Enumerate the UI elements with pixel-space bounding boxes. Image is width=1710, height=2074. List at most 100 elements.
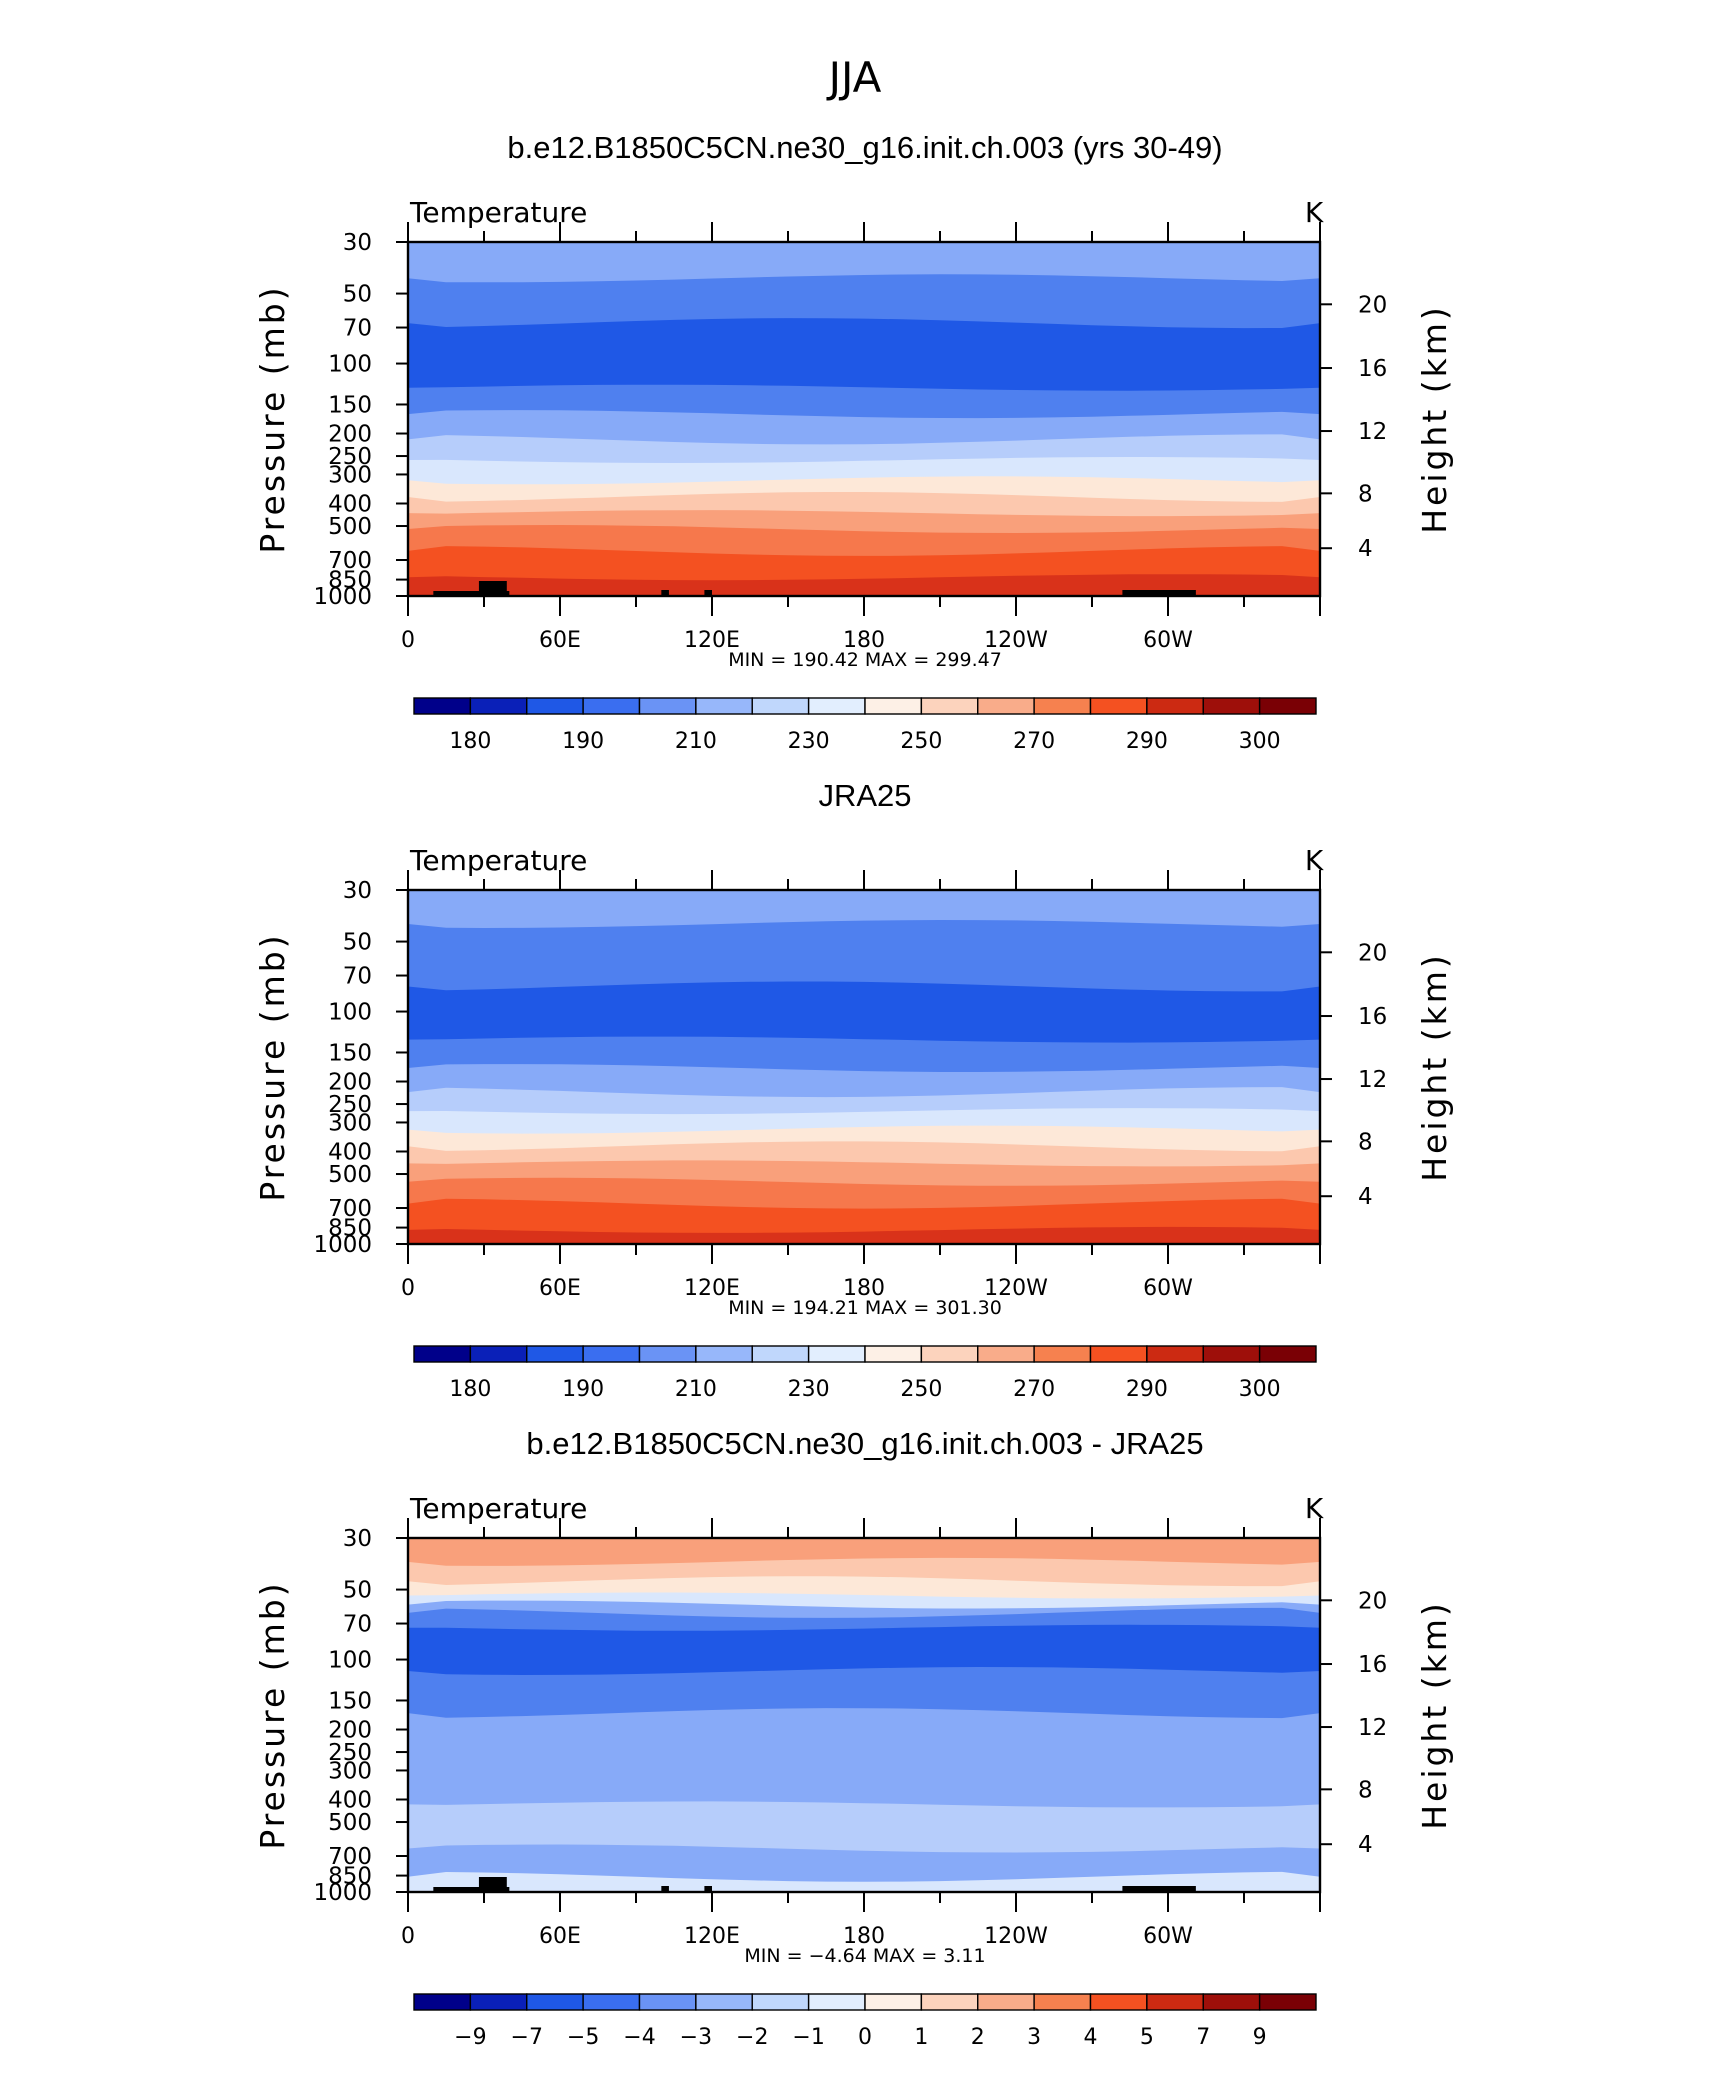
- colorbar-swatch: [864, 1345, 923, 1363]
- x-tick-label: 180: [843, 628, 885, 653]
- land-mask-4: [704, 1886, 712, 1892]
- colorbar-label: −2: [736, 2025, 768, 2050]
- height-tick-label: 20: [1358, 1588, 1387, 1614]
- variable-label: Temperature: [409, 1492, 587, 1525]
- x-tick-label: 0: [401, 1276, 415, 1301]
- height-tick-label: 8: [1358, 1129, 1373, 1155]
- plot-area: [408, 890, 1320, 1244]
- y-axis-title-right: Height (km): [1415, 952, 1454, 1182]
- height-tick-label: 8: [1358, 481, 1373, 507]
- land-mask-1: [433, 591, 510, 596]
- colorbar-label: 7: [1196, 2025, 1210, 2050]
- colorbar-swatch: [864, 697, 923, 715]
- height-tick-label: 12: [1358, 1715, 1387, 1741]
- variable-label: Temperature: [409, 196, 587, 229]
- colorbar-swatch: [469, 1993, 528, 2011]
- colorbar-label: 270: [1013, 729, 1055, 754]
- colorbar-swatch: [526, 1345, 584, 1363]
- colorbar: −9 −7 −5 −4 −3 −2 −1 0 1 2 3 4 5 7 9: [413, 1993, 1317, 2050]
- figure-title: JJA: [826, 53, 882, 102]
- x-tick-label: 60W: [1143, 1924, 1193, 1949]
- variable-label: Temperature: [409, 844, 587, 877]
- colorbar-swatch: [864, 1993, 923, 2011]
- panels: b.e12.B1850C5CN.ne30_g16.init.ch.003 (yr…: [253, 130, 1454, 2050]
- colorbar-swatch: [413, 1993, 472, 2011]
- colorbar-label: 230: [788, 729, 830, 754]
- colorbar-label: 190: [562, 729, 604, 754]
- land-mask-4: [704, 590, 712, 596]
- y-tick-label: 70: [343, 964, 372, 990]
- y-axis-title-right: Height (km): [1415, 1600, 1454, 1830]
- x-tick-label: 120E: [684, 1924, 740, 1949]
- colorbar-label: 290: [1126, 1377, 1168, 1402]
- colorbar-swatch: [807, 697, 866, 715]
- y-tick-label: 50: [343, 282, 372, 308]
- y-tick-label: 50: [343, 1578, 372, 1604]
- colorbar-label: 5: [1140, 2025, 1154, 2050]
- height-tick-label: 20: [1358, 940, 1387, 966]
- colorbar-label: 210: [675, 729, 717, 754]
- colorbar-swatch: [1033, 1345, 1092, 1363]
- colorbar-swatch: [638, 1993, 697, 2011]
- min-max-stats: MIN = −4.64 MAX = 3.11: [744, 1945, 985, 1967]
- colorbar-label: −1: [792, 2025, 824, 2050]
- colorbar-swatch: [638, 697, 697, 715]
- y-tick-label: 30: [343, 230, 372, 256]
- colorbar-label: 300: [1239, 1377, 1281, 1402]
- contour-band-13: [408, 574, 1320, 596]
- y-tick-label: 850: [328, 1864, 372, 1890]
- y-tick-label: 100: [328, 352, 372, 378]
- colorbar-label: −4: [623, 2025, 655, 2050]
- y-tick-label: 100: [328, 1648, 372, 1674]
- x-tick-label: 180: [843, 1924, 885, 1949]
- y-tick-label: 200: [328, 1718, 372, 1744]
- colorbar-swatch: [1202, 1345, 1261, 1363]
- min-max-stats: MIN = 190.42 MAX = 299.47: [728, 649, 1002, 671]
- y-tick-label: 150: [328, 1040, 372, 1066]
- panel-title: b.e12.B1850C5CN.ne30_g16.init.ch.003 - J…: [526, 1426, 1203, 1461]
- y-tick-label: 700: [328, 1196, 372, 1222]
- plot-area: [408, 1538, 1320, 1892]
- y-axis-title-right: Height (km): [1415, 304, 1454, 534]
- colorbar-label: 250: [900, 1377, 942, 1402]
- colorbar-label: −3: [680, 2025, 712, 2050]
- colorbar-label: 0: [858, 2025, 872, 2050]
- colorbar-swatch: [920, 1993, 979, 2011]
- colorbar-swatch: [1146, 1345, 1204, 1363]
- x-tick-label: 120E: [684, 628, 740, 653]
- y-tick-label: 250: [328, 444, 372, 470]
- colorbar-label: −9: [454, 2025, 486, 2050]
- colorbar-label: 2: [971, 2025, 985, 2050]
- y-tick-label: 500: [328, 1810, 372, 1836]
- colorbar-swatch: [977, 697, 1035, 715]
- colorbar-label: 290: [1126, 729, 1168, 754]
- x-tick-label: 180: [843, 1276, 885, 1301]
- colorbar-swatch: [1258, 697, 1317, 715]
- y-tick-label: 200: [328, 1070, 372, 1096]
- colorbar-swatch: [582, 1345, 641, 1363]
- land-mask-1: [433, 1887, 510, 1892]
- x-tick-label: 120W: [984, 628, 1048, 653]
- x-tick-label: 0: [401, 1924, 415, 1949]
- colorbar-swatch: [469, 697, 528, 715]
- x-tick-label: 120E: [684, 1276, 740, 1301]
- y-tick-label: 500: [328, 514, 372, 540]
- colorbar-swatch: [638, 1345, 697, 1363]
- y-tick-label: 250: [328, 1092, 372, 1118]
- y-tick-label: 400: [328, 491, 372, 517]
- y-tick-label: 500: [328, 1162, 372, 1188]
- colorbar-swatch: [977, 1345, 1035, 1363]
- contour-band-12: [408, 1871, 1320, 1892]
- height-tick-label: 8: [1358, 1777, 1373, 1803]
- y-tick-label: 150: [328, 392, 372, 418]
- colorbar-swatch: [751, 697, 810, 715]
- colorbar-swatch: [582, 1993, 641, 2011]
- y-tick-label: 70: [343, 1612, 372, 1638]
- colorbar-label: 230: [788, 1377, 830, 1402]
- colorbar-label: 1: [914, 2025, 928, 2050]
- y-tick-label: 300: [328, 462, 372, 488]
- height-tick-label: 4: [1358, 536, 1373, 562]
- colorbar-label: −7: [511, 2025, 543, 2050]
- height-tick-label: 16: [1358, 1004, 1387, 1030]
